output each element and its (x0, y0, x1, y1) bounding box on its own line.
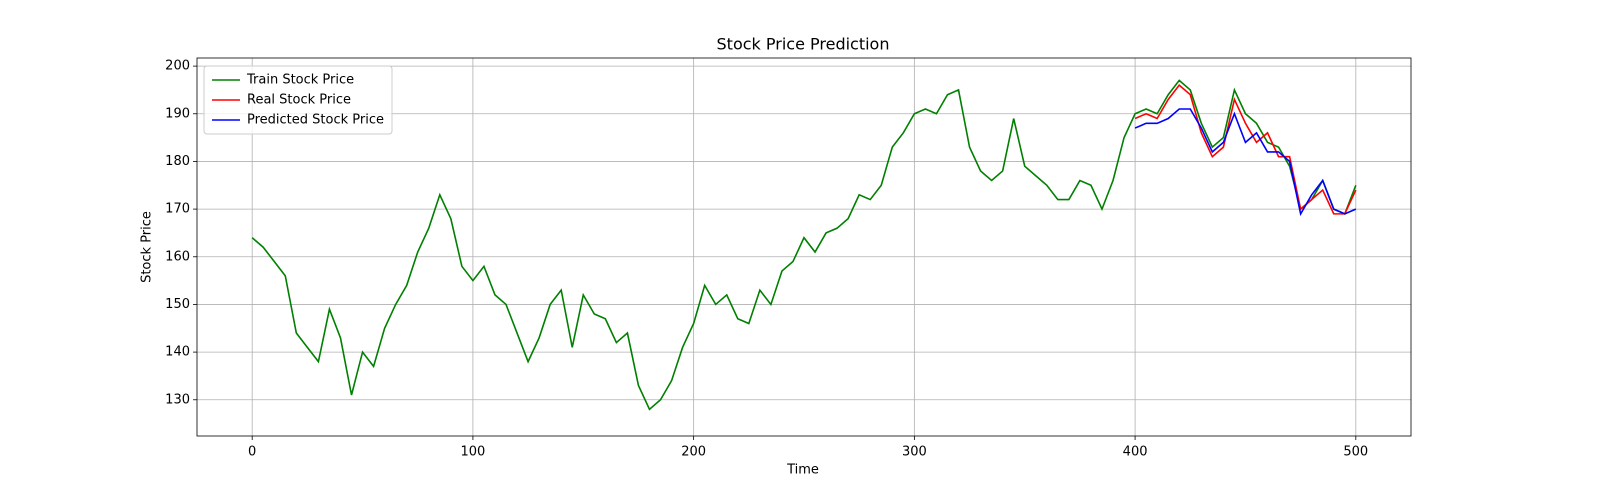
x-tick-label: 500 (1343, 445, 1368, 460)
series-line (251, 79, 1357, 411)
y-tick-label: 190 (165, 106, 190, 121)
legend-label: Predicted Stock Price (247, 113, 384, 128)
series-line (1134, 84, 1357, 215)
y-tick-label: 180 (165, 154, 190, 169)
x-tick-label: 0 (248, 445, 256, 460)
legend: Train Stock Price Real Stock Price Predict… (203, 65, 393, 135)
x-tick-label: 300 (902, 445, 927, 460)
legend-box (203, 65, 393, 135)
y-tick-label: 200 (165, 59, 190, 74)
plot-frame (196, 57, 1412, 437)
y-tick-label: 130 (165, 392, 190, 407)
x-tick-label: 100 (460, 445, 485, 460)
series-line (1134, 108, 1357, 217)
y-tick-label: 160 (165, 249, 190, 264)
plot-lines (251, 79, 1357, 411)
y-tick-label: 170 (165, 202, 190, 217)
y-axis-label: Stock Price (140, 211, 155, 283)
x-axis-label: Time (786, 463, 819, 478)
y-tick-label: 150 (165, 297, 190, 312)
x-tick-label: 200 (681, 445, 706, 460)
x-tick-label: 400 (1123, 445, 1148, 460)
legend-label: Real Stock Price (247, 93, 351, 108)
y-tick-label: 140 (165, 345, 190, 360)
legend-label: Train Stock Price (246, 73, 354, 88)
chart-title: Stock Price Prediction (717, 35, 890, 54)
